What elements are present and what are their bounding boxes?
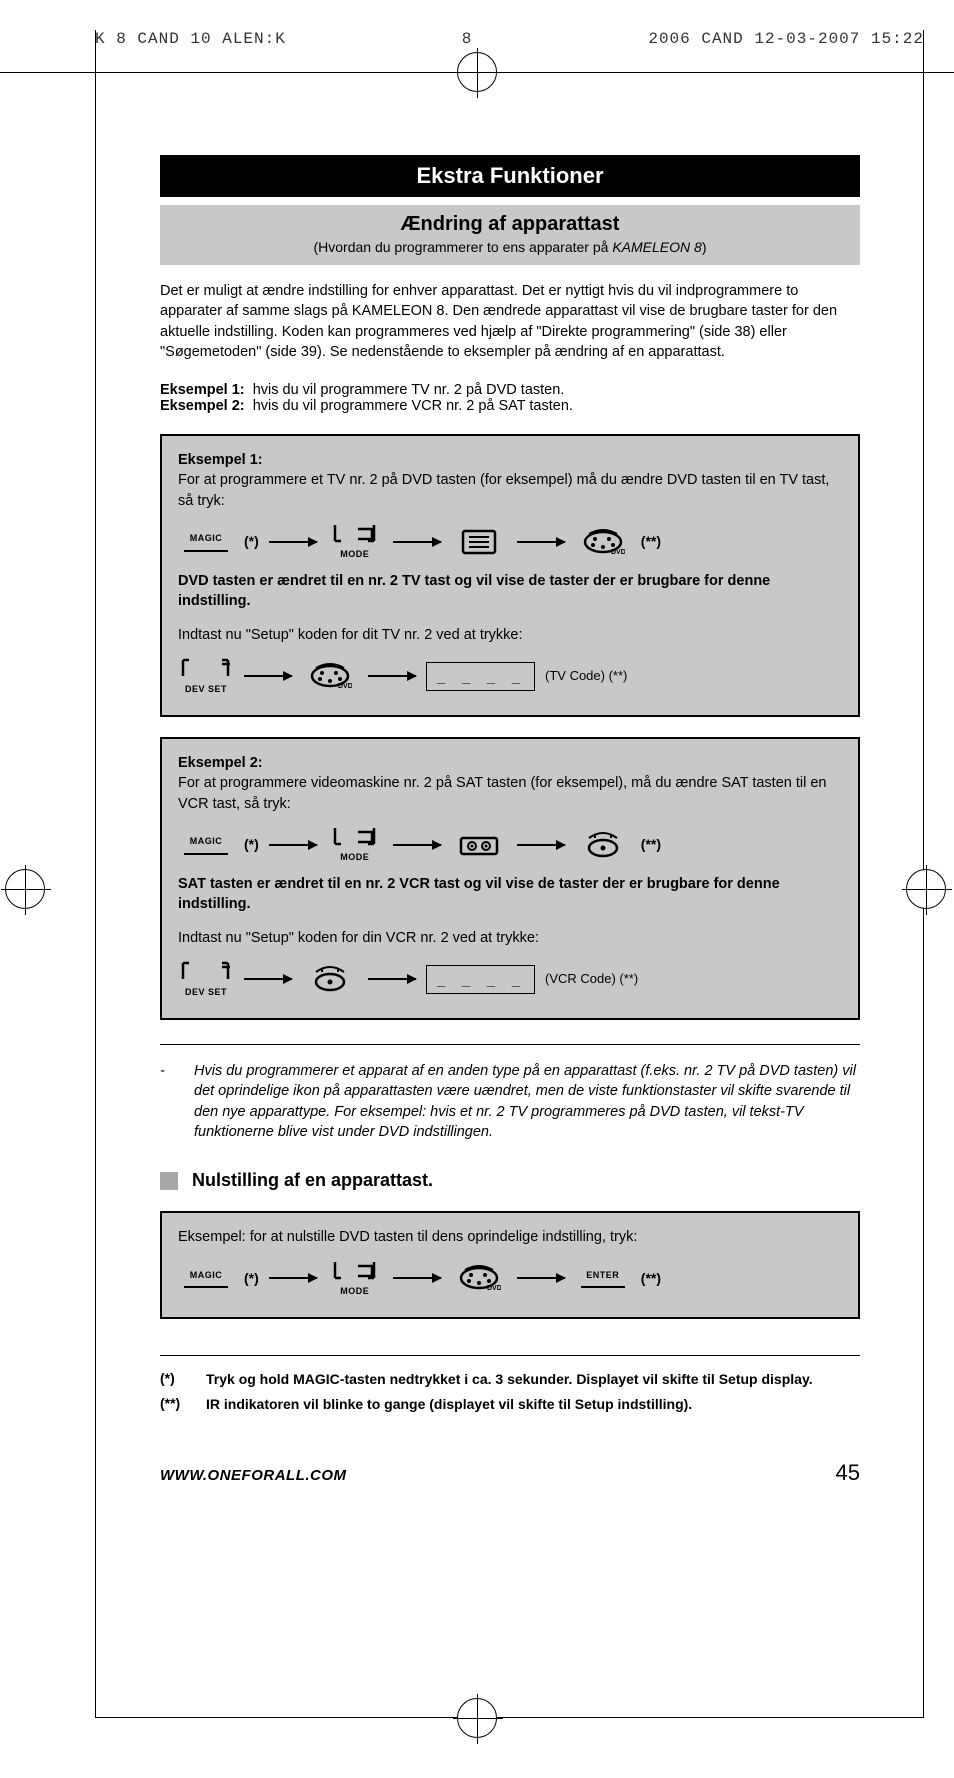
- arrow-icon: [244, 978, 292, 980]
- register-mark-right: [906, 869, 946, 909]
- arrow-icon: [517, 844, 565, 846]
- footnotes: (*) Tryk og hold MAGIC-tasten nedtrykket…: [160, 1370, 860, 1414]
- crop-text-center: 8: [462, 30, 473, 48]
- box1-setup-line: Indtast nu "Setup" koden for dit TV nr. …: [178, 625, 842, 645]
- box2-setup-line: Indtast nu "Setup" koden for din VCR nr.…: [178, 928, 842, 948]
- register-mark-top: [457, 52, 497, 92]
- page-number: 45: [836, 1460, 860, 1486]
- code-entry: _ _ _ _: [426, 965, 535, 995]
- arrow-icon: [244, 675, 292, 677]
- section-sub: (Hvordan du programmerer to ens apparate…: [172, 239, 848, 255]
- enter-button: ENTER: [575, 1269, 631, 1289]
- box2-conclude: SAT tasten er ændret til en nr. 2 VCR ta…: [178, 874, 842, 915]
- box2-sequence-2: DEV SET _ _ _ _ (VCR Code) (**): [178, 961, 842, 999]
- arrow-icon: [393, 541, 441, 543]
- note-star: (*): [244, 532, 259, 552]
- footnote-mark-2: (**): [160, 1395, 196, 1414]
- arrow-icon: [368, 675, 416, 677]
- box1-intro: For at programmere et TV nr. 2 på DVD ta…: [178, 470, 842, 511]
- dvd-device-icon: DVD: [302, 662, 358, 690]
- footnote-text-2: IR indikatoren vil blinke to gange (disp…: [206, 1395, 692, 1414]
- crop-header: K 8 CAND 10 ALEN:K 8 2006 CAND 12-03-200…: [95, 30, 924, 70]
- box2-intro: For at programmere videomaskine nr. 2 på…: [178, 773, 842, 814]
- arrow-icon: [393, 844, 441, 846]
- devset-button: DEV SET: [178, 961, 234, 999]
- code-entry: _ _ _ _: [426, 662, 535, 692]
- dvd-device-icon: DVD: [575, 528, 631, 556]
- box1-sequence-2: DEV SET DVD _ _ _ _ (TV Code) (**): [178, 658, 842, 696]
- intro-paragraph: Det er muligt at ændre indstilling for e…: [160, 281, 860, 362]
- page-footer: WWW.ONEFORALL.COM 45: [160, 1460, 860, 1486]
- examples-lead: Eksempel 1: hvis du vil programmere TV n…: [160, 382, 860, 414]
- section-header: Ændring af apparattast (Hvordan du progr…: [160, 205, 860, 265]
- note-paragraph: - Hvis du programmerer et apparat af en …: [160, 1061, 860, 1142]
- box3-sequence: MAGIC (*) MODE DVD ENTER (**): [178, 1260, 842, 1298]
- register-mark-bottom: [457, 1698, 497, 1738]
- reset-box: Eksempel: for at nulstille DVD tasten ti…: [160, 1211, 860, 1319]
- footer-url: WWW.ONEFORALL.COM: [160, 1467, 347, 1484]
- divider: [160, 1355, 860, 1356]
- dvd-device-icon: DVD: [451, 1264, 507, 1292]
- arrow-icon: [269, 541, 317, 543]
- svg-text:DVD: DVD: [487, 1285, 501, 1292]
- vcr-device-icon: [451, 832, 507, 858]
- crop-text-left: K 8 CAND 10 ALEN:K: [95, 30, 286, 48]
- crop-line-bottom: [95, 1717, 924, 1718]
- sub-section-head: Nulstilling af en apparattast.: [160, 1170, 860, 1191]
- mode-button: MODE: [327, 523, 383, 561]
- magic-button: MAGIC: [178, 532, 234, 552]
- box1-head: Eksempel 1:: [178, 450, 842, 470]
- mode-button: MODE: [327, 1260, 383, 1298]
- svg-text:DVD: DVD: [338, 683, 352, 690]
- register-mark-left: [5, 869, 45, 909]
- note-star2: (**): [641, 532, 661, 552]
- arrow-icon: [517, 1277, 565, 1279]
- devset-button: DEV SET: [178, 658, 234, 696]
- arrow-icon: [269, 1277, 317, 1279]
- box2-head: Eksempel 2:: [178, 753, 842, 773]
- page-content: Ekstra Funktioner Ændring af apparattast…: [160, 155, 860, 1486]
- example-box-2: Eksempel 2: For at programmere videomask…: [160, 737, 860, 1020]
- code-label: (VCR Code) (**): [545, 970, 638, 988]
- crop-text-right: 2006 CAND 12-03-2007 15:22: [648, 30, 924, 48]
- devset-bracket-icon: [178, 658, 234, 680]
- box1-conclude: DVD tasten er ændret til en nr. 2 TV tas…: [178, 571, 842, 612]
- box3-intro: Eksempel: for at nulstille DVD tasten ti…: [178, 1227, 842, 1247]
- arrow-icon: [393, 1277, 441, 1279]
- example-box-1: Eksempel 1: For at programmere et TV nr.…: [160, 434, 860, 717]
- section-head: Ændring af apparattast: [172, 213, 848, 236]
- square-bullet-icon: [160, 1172, 178, 1190]
- mode-bracket-icon: [330, 523, 380, 545]
- crop-line-left: [95, 30, 96, 1718]
- mode-button: MODE: [327, 826, 383, 864]
- footnote-mark-1: (*): [160, 1370, 196, 1389]
- magic-button: MAGIC: [178, 835, 234, 855]
- divider: [160, 1044, 860, 1045]
- box2-sequence-1: MAGIC (*) MODE (**): [178, 826, 842, 864]
- sat-device-icon: [575, 830, 631, 860]
- code-label: (TV Code) (**): [545, 667, 627, 685]
- arrow-icon: [368, 978, 416, 980]
- sat-device-icon: [302, 964, 358, 994]
- footnote-text-1: Tryk og hold MAGIC-tasten nedtrykket i c…: [206, 1370, 813, 1389]
- box1-sequence-1: MAGIC (*) MODE DVD (**): [178, 523, 842, 561]
- arrow-icon: [269, 844, 317, 846]
- tv-device-icon: [451, 527, 507, 557]
- magic-button: MAGIC: [178, 1269, 234, 1289]
- svg-text:DVD: DVD: [611, 549, 625, 556]
- main-title: Ekstra Funktioner: [160, 155, 860, 197]
- arrow-icon: [517, 541, 565, 543]
